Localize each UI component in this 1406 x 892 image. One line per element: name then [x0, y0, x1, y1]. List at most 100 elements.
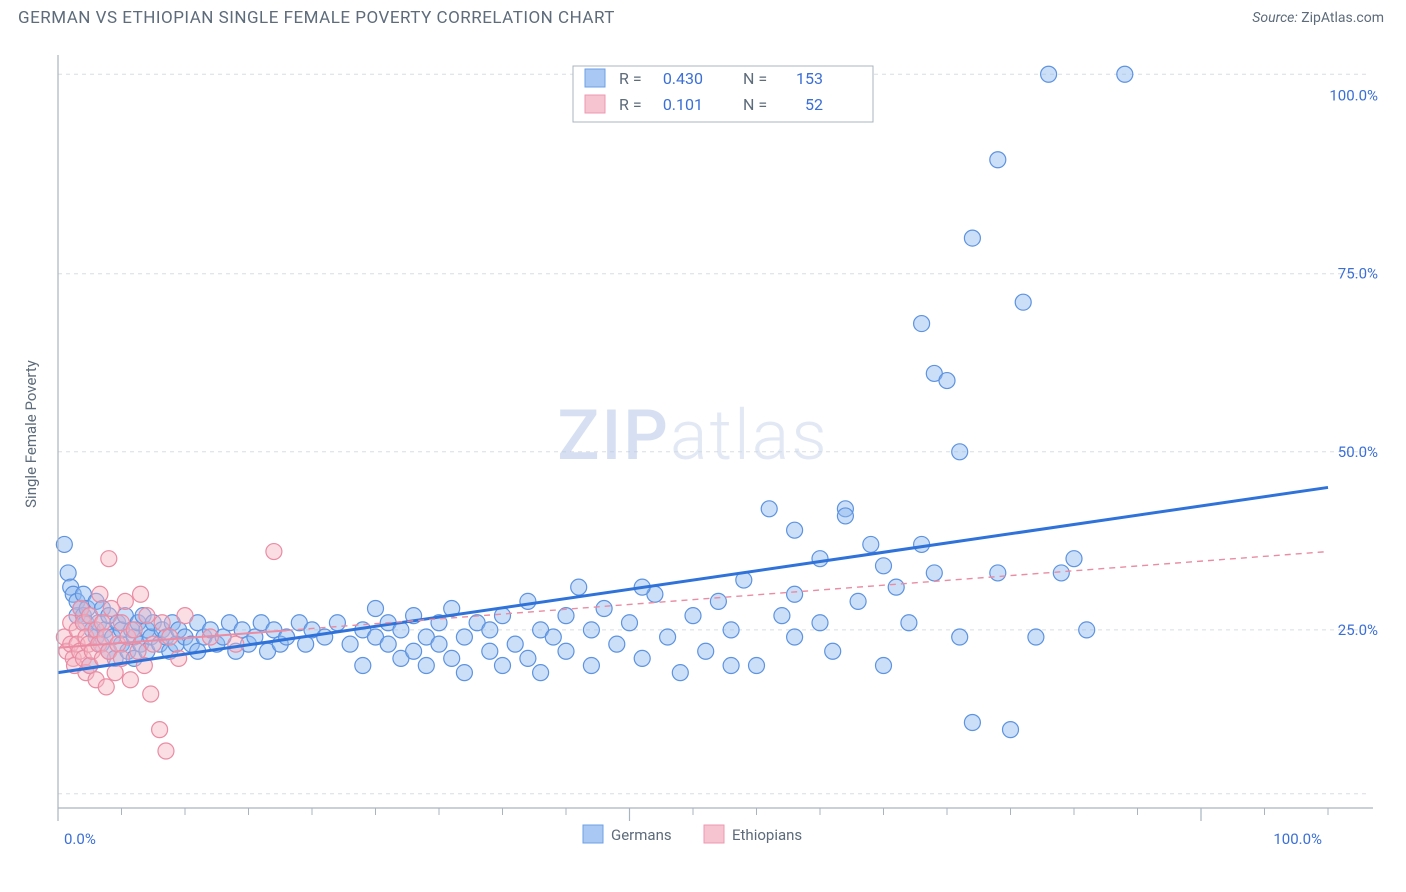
data-point [850, 593, 866, 609]
data-point [812, 615, 828, 631]
data-point [143, 686, 159, 702]
source-name: ZipAtlas.com [1301, 10, 1384, 26]
data-point [583, 622, 599, 638]
data-point [964, 715, 980, 731]
legend-n-value: 52 [805, 95, 823, 114]
data-point [152, 722, 168, 738]
data-point [355, 658, 371, 674]
source-attribution: Source: ZipAtlas.com [1252, 10, 1384, 26]
y-tick-label: 25.0% [1338, 621, 1378, 639]
data-point [266, 544, 282, 560]
chart-title: GERMAN VS ETHIOPIAN SINGLE FEMALE POVERT… [18, 8, 615, 28]
legend-n-value: 153 [796, 69, 823, 88]
data-point [98, 679, 114, 695]
legend-swatch [585, 95, 605, 113]
data-point [672, 665, 688, 681]
data-point [634, 650, 650, 666]
data-point [837, 508, 853, 524]
data-point [571, 579, 587, 595]
data-point [154, 615, 170, 631]
data-point [507, 636, 523, 652]
data-point [482, 643, 498, 659]
data-point [812, 551, 828, 567]
data-point [1066, 551, 1082, 567]
data-point [939, 373, 955, 389]
data-point [456, 665, 472, 681]
data-point [122, 672, 138, 688]
data-point [456, 629, 472, 645]
data-point [787, 586, 803, 602]
data-point [698, 643, 714, 659]
data-point [901, 615, 917, 631]
data-point [710, 593, 726, 609]
chart-container: ZIPatlas0.0%100.0%25.0%50.0%75.0%100.0%S… [18, 40, 1388, 874]
data-point [914, 316, 930, 332]
data-point [723, 658, 739, 674]
data-point [406, 643, 422, 659]
data-point [94, 615, 110, 631]
data-point [787, 629, 803, 645]
y-tick-label: 75.0% [1338, 265, 1378, 283]
chart-header: GERMAN VS ETHIOPIAN SINGLE FEMALE POVERT… [0, 0, 1406, 38]
x-tick-label: 0.0% [64, 830, 96, 848]
source-label: Source: [1252, 10, 1297, 26]
x-tick-label: 100.0% [1273, 830, 1322, 848]
data-point [130, 643, 146, 659]
legend-r-label: R = [619, 95, 642, 114]
data-point [761, 501, 777, 517]
data-point [926, 565, 942, 581]
data-point [990, 565, 1006, 581]
data-point [495, 658, 511, 674]
data-point [158, 743, 174, 759]
data-point [133, 586, 149, 602]
data-point [774, 608, 790, 624]
legend-n-label: N = [743, 95, 767, 114]
data-point [145, 636, 161, 652]
data-point [1053, 565, 1069, 581]
data-point [162, 629, 178, 645]
data-point [520, 650, 536, 666]
data-point [749, 658, 765, 674]
data-point [876, 658, 892, 674]
correlation-scatter-chart: ZIPatlas0.0%100.0%25.0%50.0%75.0%100.0%S… [18, 40, 1388, 874]
data-point [545, 629, 561, 645]
data-point [660, 629, 676, 645]
data-point [329, 615, 345, 631]
data-point [558, 643, 574, 659]
data-point [380, 636, 396, 652]
data-point [787, 522, 803, 538]
legend-r-value: 0.101 [663, 95, 703, 114]
data-point [685, 608, 701, 624]
data-point [952, 629, 968, 645]
legend-swatch [583, 825, 603, 843]
data-point [1003, 722, 1019, 738]
y-tick-label: 50.0% [1338, 443, 1378, 461]
data-point [558, 608, 574, 624]
data-point [60, 565, 76, 581]
legend-stats: R = 0.430 N = 153 R = 0.101 N = 52 [573, 66, 873, 122]
data-point [342, 636, 358, 652]
data-point [101, 551, 117, 567]
data-point [596, 601, 612, 617]
data-point [888, 579, 904, 595]
data-point [126, 622, 142, 638]
data-point [177, 608, 193, 624]
data-point [825, 643, 841, 659]
watermark: ZIPatlas [557, 395, 829, 477]
data-point [431, 636, 447, 652]
data-point [533, 665, 549, 681]
data-point [107, 665, 123, 681]
legend-swatch [585, 69, 605, 87]
data-point [583, 658, 599, 674]
data-point [92, 586, 108, 602]
data-point [1041, 66, 1057, 82]
data-point [1117, 66, 1133, 82]
data-point [117, 593, 133, 609]
data-point [482, 622, 498, 638]
legend-n-label: N = [743, 69, 767, 88]
legend-label: Ethiopians [732, 826, 802, 844]
legend-r-label: R = [619, 69, 642, 88]
data-point [622, 615, 638, 631]
legend-r-value: 0.430 [663, 69, 703, 88]
data-point [1028, 629, 1044, 645]
